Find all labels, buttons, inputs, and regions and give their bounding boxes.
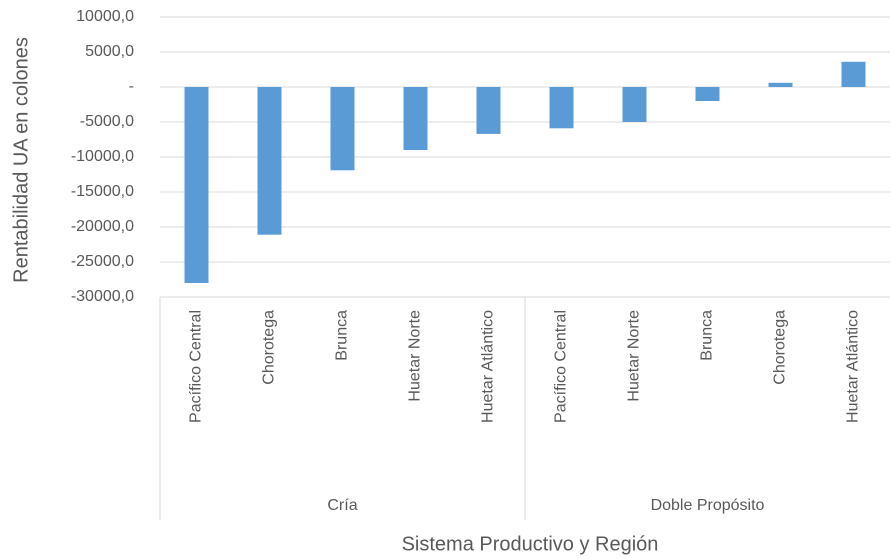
x-tick-label: Huetar Norte [626,310,643,402]
bar [257,87,282,235]
x-tick-label: Chorotega [261,310,278,385]
y-tick-label: -5000,0 [80,113,134,130]
y-tick-label: 5000,0 [85,43,134,60]
x-axis-title: Sistema Productivo y Región [402,533,659,555]
y-tick-label: 10000,0 [76,8,134,25]
bar [622,87,647,122]
y-tick-label: -10000,0 [71,148,134,165]
x-tick-label: Huetar Atlántico [845,310,862,423]
y-axis-title: Rentabilidad UA en colones [10,37,32,283]
x-tick-label: Pacífico Central [188,310,205,423]
bar [841,61,866,87]
y-tick-label: -20000,0 [71,218,134,235]
bar [476,87,501,134]
bar [184,87,209,283]
x-tick-label: Huetar Norte [407,310,424,402]
y-tick-label: - [129,78,134,95]
bar [549,87,574,129]
y-tick-label: -15000,0 [71,183,134,200]
bar [768,82,793,87]
x-tick-label: Chorotega [772,310,789,385]
y-tick-label: -25000,0 [71,253,134,270]
x-tick-label: Pacífico Central [553,310,570,423]
x-tick-label: Brunca [699,310,716,361]
group-label: Cría [327,497,357,514]
x-tick-label: Huetar Atlántico [480,310,497,423]
bar [695,87,720,101]
bar [330,87,355,171]
bar [403,87,428,150]
group-label: Doble Propósito [651,497,765,514]
x-tick-label: Brunca [334,310,351,361]
y-tick-label: -30000,0 [71,288,134,305]
